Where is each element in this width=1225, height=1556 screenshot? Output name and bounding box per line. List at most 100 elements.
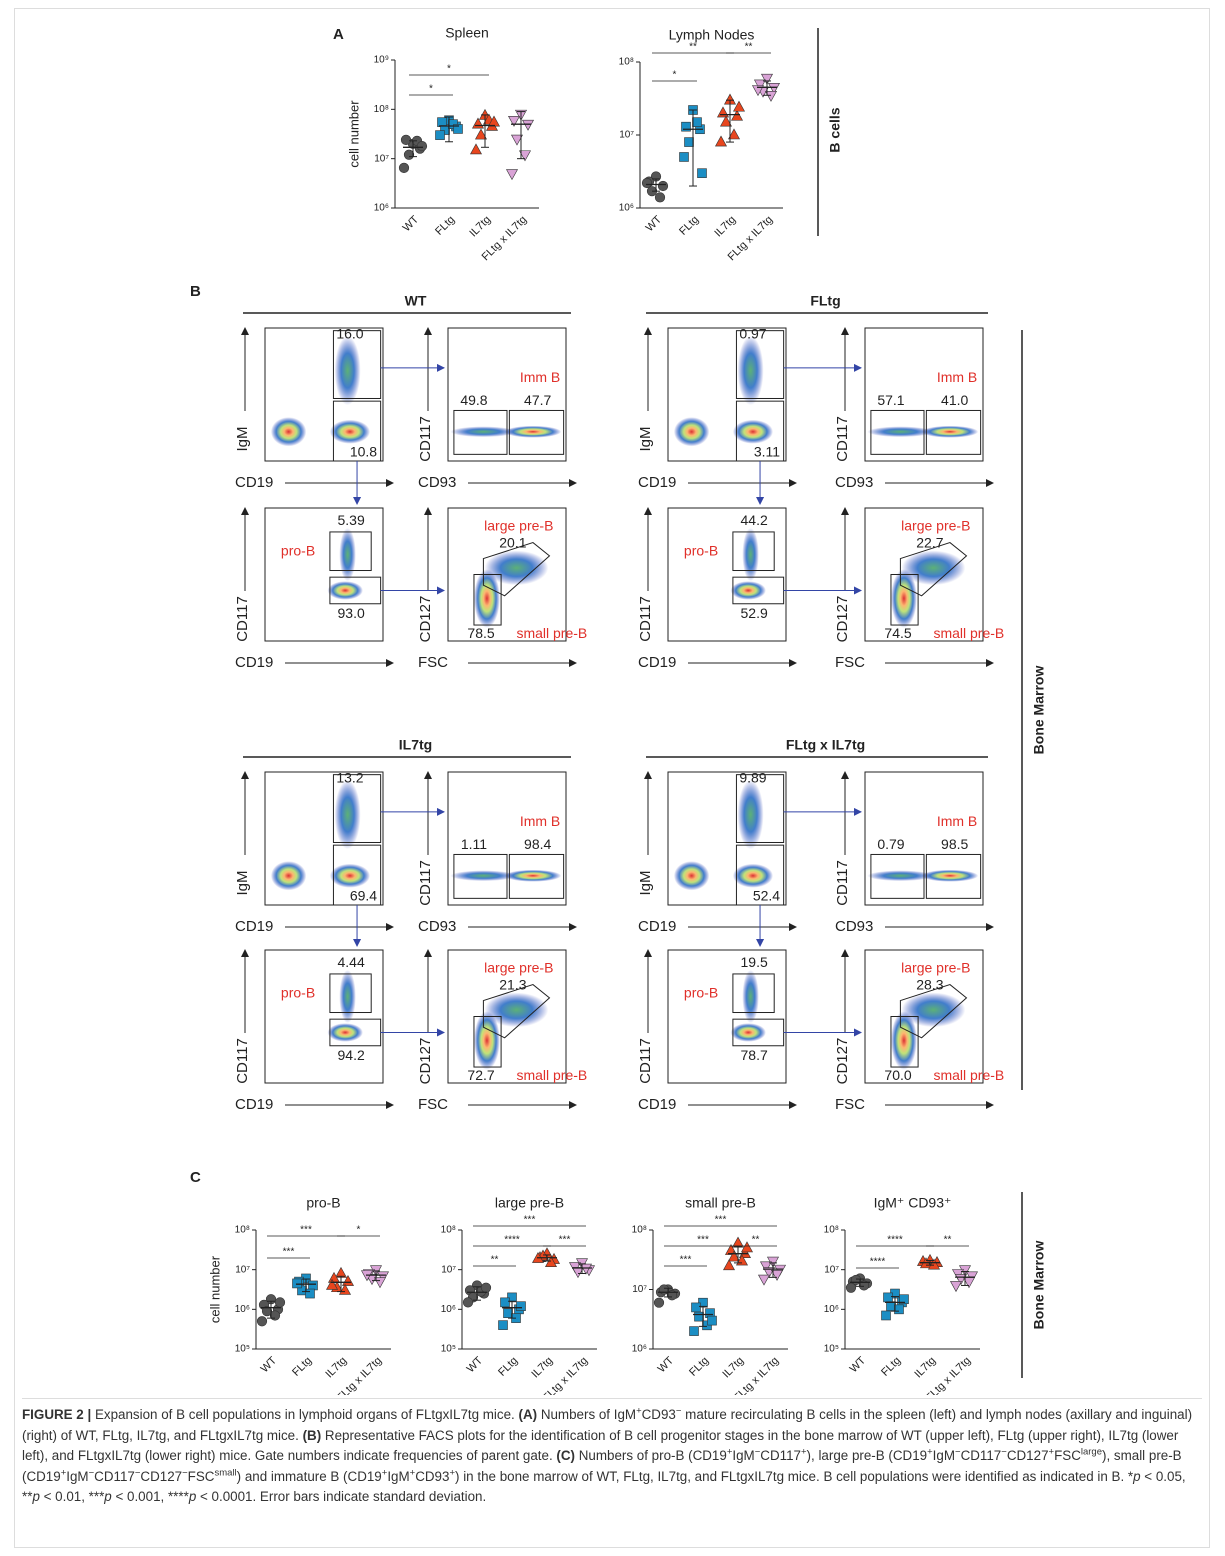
facs-x-label: CD93	[418, 474, 456, 491]
facs-x-label: CD19	[235, 918, 273, 935]
plot-frame	[265, 950, 383, 1083]
plot-frame	[265, 508, 383, 641]
x-tick-label: FLtg	[677, 214, 701, 238]
density-cloud	[922, 426, 979, 438]
significance-label: **	[745, 42, 753, 53]
y-tick-label: 10⁶	[441, 1304, 456, 1315]
density-cloud	[902, 551, 966, 586]
facs-x-label: CD19	[638, 1096, 676, 1113]
population-label: pro-B	[281, 543, 315, 559]
x-tick-label: IL7tg	[323, 1355, 349, 1381]
density-cloud	[330, 864, 370, 888]
facs-x-label: CD19	[638, 654, 676, 671]
gate-frequency: 41.0	[941, 392, 968, 408]
significance-label: *	[673, 70, 677, 81]
significance-label: ***	[300, 1225, 312, 1236]
gate-frequency: 16.0	[336, 325, 363, 341]
data-point	[884, 1293, 893, 1302]
density-cloud	[731, 1023, 766, 1042]
density-cloud	[738, 336, 764, 405]
density-cloud	[339, 970, 356, 1023]
significance-label: **	[491, 1255, 499, 1266]
population-label: Imm B	[937, 369, 977, 385]
facs-x-label: CD93	[835, 474, 873, 491]
chart-title: large pre-B	[495, 1195, 564, 1211]
caption-text: CD127	[1007, 1448, 1049, 1463]
facs-x-label: CD19	[638, 918, 676, 935]
y-tick-label: 10⁷	[632, 1284, 647, 1295]
data-point	[642, 178, 652, 188]
caption-text: Expansion of B cell populations in lymph…	[91, 1407, 518, 1422]
side-label: Bone Marrow	[1031, 666, 1047, 755]
y-tick-label: 10⁹	[374, 55, 389, 66]
x-tick-label: WT	[848, 1354, 869, 1375]
caption-text: (A)	[519, 1407, 538, 1422]
x-tick-label: WT	[401, 213, 422, 234]
gate-frequency: 78.7	[741, 1047, 768, 1063]
data-point	[734, 101, 745, 111]
significance-label: ***	[283, 1247, 295, 1258]
facs-y-label: IgM	[637, 870, 654, 895]
data-point	[275, 1298, 285, 1308]
panel-label: C	[190, 1169, 201, 1186]
panel-label: A	[333, 26, 344, 43]
x-tick-label: FLtg	[687, 1355, 711, 1379]
facs-y-label: CD117	[834, 860, 851, 906]
significance-label: **	[689, 42, 697, 53]
side-label: B cells	[827, 107, 843, 152]
figure: Spleencell number10⁶10⁷10⁸10⁹WTFLtgIL7tg…	[0, 0, 1225, 1395]
caption-text: FSC	[188, 1469, 215, 1484]
data-point	[693, 118, 702, 127]
density-cloud	[328, 1023, 363, 1042]
gate-frequency: 4.44	[338, 954, 365, 970]
facs-x-label: FSC	[418, 1096, 448, 1113]
gate-frequency: 47.7	[524, 392, 551, 408]
caption-text: (C)	[556, 1448, 575, 1463]
density-cloud	[335, 336, 361, 405]
facs-y-label: CD117	[834, 416, 851, 462]
data-point	[685, 138, 694, 147]
population-label: pro-B	[684, 543, 718, 559]
chart-title: Spleen	[445, 25, 489, 41]
data-point	[698, 169, 707, 178]
significance-label: ****	[870, 1257, 886, 1268]
significance-label: *	[429, 84, 433, 95]
facs-y-label: CD117	[637, 1038, 654, 1084]
data-point	[517, 1302, 526, 1311]
data-point	[471, 144, 482, 154]
data-point	[690, 1327, 699, 1336]
caption-text: small	[214, 1467, 236, 1478]
caption-text: Numbers of pro-B (CD19	[575, 1448, 727, 1463]
y-tick-label: 10⁷	[441, 1264, 456, 1275]
significance-label: ***	[524, 1215, 536, 1226]
caption-text: < 0.0001. Error bars indicate standard d…	[196, 1489, 486, 1504]
facs-y-label: CD127	[417, 596, 434, 643]
y-tick-label: 10⁶	[824, 1304, 839, 1315]
data-point	[692, 1303, 701, 1312]
x-tick-label: IL7tg	[529, 1355, 555, 1381]
density-cloud	[505, 870, 562, 882]
significance-label: ***	[715, 1215, 727, 1226]
data-point	[481, 1283, 491, 1293]
caption-text: ), large pre-B (CD19	[807, 1448, 928, 1463]
chart-title: small pre-B	[685, 1195, 756, 1211]
y-tick-label: 10⁵	[235, 1344, 250, 1355]
facs-x-label: CD19	[235, 1096, 273, 1113]
data-point	[654, 1298, 664, 1308]
significance-label: ****	[887, 1235, 903, 1246]
population-label: pro-B	[281, 985, 315, 1001]
population-label: small pre-B	[516, 625, 587, 641]
data-point	[718, 107, 729, 117]
gate-frequency: 5.39	[338, 512, 365, 528]
y-tick-label: 10⁷	[374, 153, 389, 164]
density-cloud	[335, 780, 361, 849]
gate-frequency: 0.97	[739, 325, 766, 341]
data-point	[401, 135, 411, 145]
significance-label: **	[944, 1235, 952, 1246]
data-point	[417, 141, 427, 151]
gate-frequency: 78.5	[467, 625, 494, 641]
significance-label: ***	[680, 1255, 692, 1266]
density-cloud	[271, 861, 306, 890]
group-title: WT	[405, 293, 427, 309]
facs-x-label: CD19	[235, 474, 273, 491]
